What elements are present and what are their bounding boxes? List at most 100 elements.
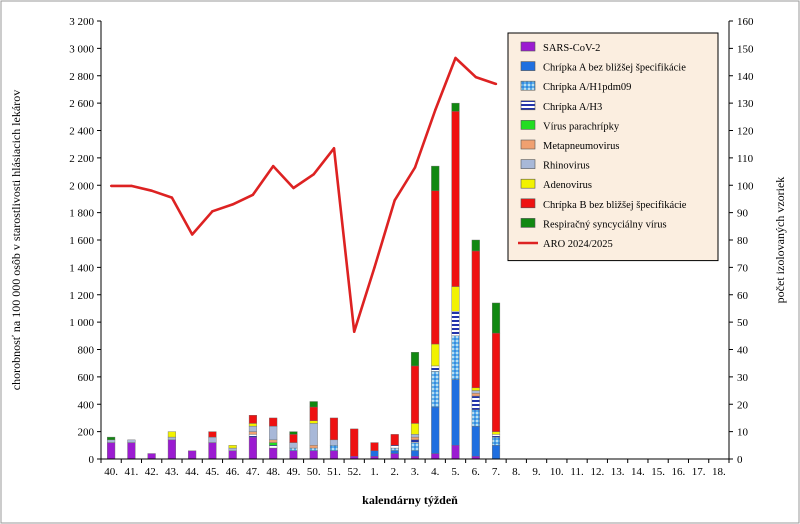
y-tick-label: 1 200 <box>69 290 94 302</box>
y-tick-label: 400 <box>78 399 95 411</box>
bar-segment <box>431 406 440 454</box>
y-tick-label: 800 <box>78 345 95 357</box>
y-tick-label: 1 600 <box>69 235 94 247</box>
aro-line-point <box>393 199 396 202</box>
bar-segment <box>309 445 318 449</box>
x-tick-label: 7. <box>492 466 501 478</box>
y2-tick-label: 100 <box>737 180 754 192</box>
bar-segment <box>471 239 480 252</box>
bar-segment <box>451 310 460 337</box>
legend-label: Vírus parachrípky <box>543 121 620 132</box>
bar-segment <box>451 379 460 446</box>
bar-segment <box>491 436 501 446</box>
y-tick-label: 1 800 <box>69 208 94 220</box>
bar-segment <box>289 431 298 435</box>
bar-segment <box>431 165 440 191</box>
bar-segment <box>289 447 298 451</box>
aro-line <box>109 56 498 334</box>
bar-segment <box>248 434 257 438</box>
legend-swatch <box>520 100 536 111</box>
y-tick-label: 2 200 <box>69 153 94 165</box>
legend-label: Chrípka A/H3 <box>543 102 602 113</box>
x-tick-label: 15. <box>651 466 665 478</box>
aro-line-point <box>109 184 113 188</box>
bar-segment <box>289 434 298 443</box>
legend-label: Chrípka B bez bližšej špecifikácie <box>543 200 687 211</box>
bar-segment <box>107 436 116 441</box>
bar-segment <box>248 423 257 427</box>
bar-segment <box>269 425 278 441</box>
x-tick-label: 50. <box>307 466 321 478</box>
x-tick-label: 6. <box>472 466 481 478</box>
y2-tick-label: 70 <box>737 262 749 274</box>
bar-segment <box>329 450 339 460</box>
x-tick-label: 40. <box>104 466 118 478</box>
x-tick-label: 16. <box>671 466 685 478</box>
legend-label: Metapneumovirus <box>543 141 619 152</box>
x-tick-label: 44. <box>185 466 199 478</box>
bar-segment <box>208 436 217 443</box>
bar-segment <box>309 423 318 446</box>
x-tick-label: 51. <box>327 466 341 478</box>
bar-segment <box>410 442 420 451</box>
bar-segment <box>370 442 379 451</box>
bar-segment <box>107 442 116 460</box>
y-tick-label: 600 <box>78 372 95 384</box>
bar-segment <box>491 434 501 438</box>
y2-tick-label: 60 <box>737 290 749 302</box>
legend-swatch <box>520 139 536 150</box>
aro-line-point <box>292 186 295 190</box>
y2-tick-label: 0 <box>737 454 743 466</box>
legend-label: Chrípka A/H1pdm09 <box>543 82 631 93</box>
bar-segment <box>167 439 176 460</box>
bar-segment <box>410 436 420 441</box>
x-tick-label: 43. <box>165 466 179 478</box>
bar-segment <box>289 450 298 460</box>
bar-segment <box>431 453 440 460</box>
legend-swatch <box>520 61 536 71</box>
x-tick-label: 8. <box>512 466 521 478</box>
bar-segment <box>309 420 318 424</box>
bar-segment <box>228 445 237 449</box>
y-tick-label: 200 <box>78 427 95 439</box>
bar-segment <box>107 439 116 443</box>
bar-segment <box>309 401 318 408</box>
bar-segment <box>471 250 480 389</box>
bar-segment <box>309 450 318 460</box>
y2-tick-label: 30 <box>737 372 749 384</box>
bar-segment <box>410 450 420 457</box>
x-tick-label: 17. <box>692 466 706 478</box>
bar-segment <box>451 445 460 460</box>
bar-segment <box>350 428 359 457</box>
aro-line-point <box>454 56 457 60</box>
x-tick-label: 46. <box>226 466 240 478</box>
y2-tick-label: 160 <box>737 16 754 28</box>
bar-segment <box>431 365 440 372</box>
x-axis-title: kalendárny týždeň <box>362 493 458 507</box>
aro-line-point <box>353 330 356 333</box>
bar-segment <box>410 434 420 438</box>
legend-label: SARS-CoV-2 <box>543 43 600 54</box>
bar-segment <box>309 447 318 451</box>
aro-line-point <box>271 164 275 168</box>
legend-swatch <box>520 41 536 52</box>
bar-segment <box>390 445 399 449</box>
aro-line-point <box>332 147 336 150</box>
bar-segment <box>269 442 278 446</box>
bar-segment <box>471 390 480 394</box>
bar-segment <box>471 409 480 427</box>
legend-box <box>507 32 719 262</box>
bar-segment <box>431 190 440 345</box>
bar-segment <box>491 302 501 334</box>
bar-segment <box>451 286 460 312</box>
aro-line-point <box>474 75 477 79</box>
y-tick-label: 0 <box>89 454 95 466</box>
aro-line-point <box>190 233 194 236</box>
y2-tick-label: 130 <box>737 98 754 110</box>
x-axis: 40. 41. 42. 43. 44. 45. 46. 47. 48. 49. 50. 51. 52. 1… <box>100 458 730 478</box>
y2-tick-label: 90 <box>737 208 749 220</box>
x-tick-label: 48. <box>266 466 280 478</box>
y-axis: 0 200 400 600 800 1 000 1 200 1 400 1 600 1 800 2 … <box>69 16 102 466</box>
